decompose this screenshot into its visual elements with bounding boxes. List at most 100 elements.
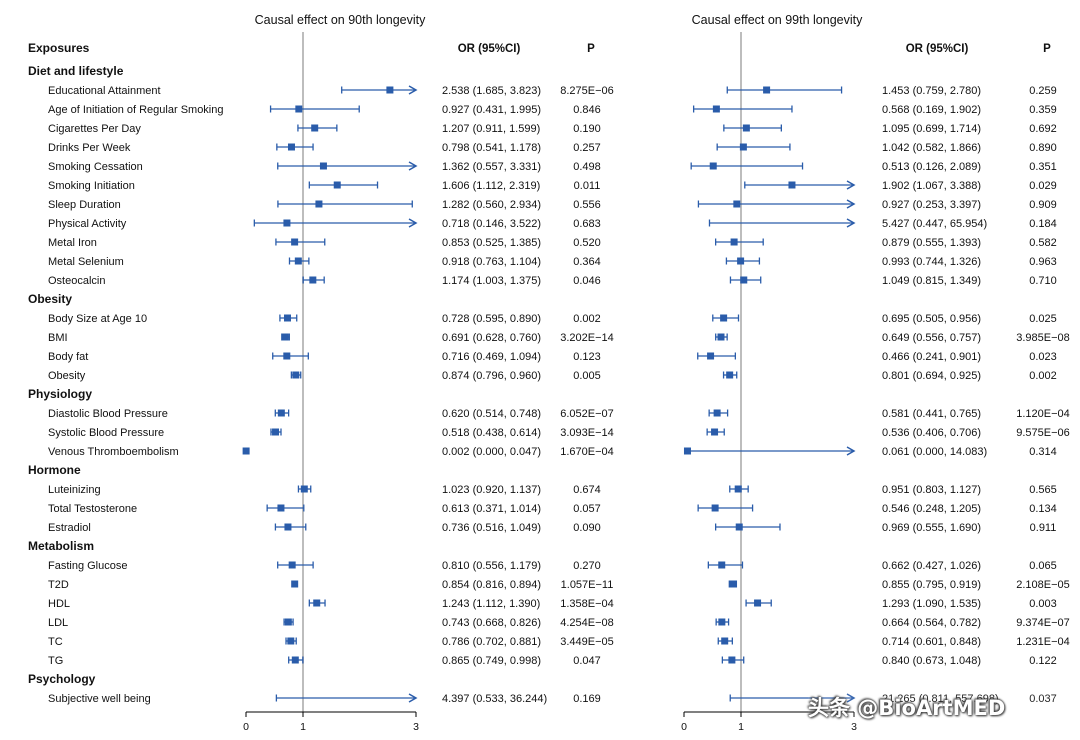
p-value: 9.575E−06 bbox=[1016, 427, 1070, 439]
p-value: 0.090 bbox=[573, 522, 601, 534]
or-ci-value: 0.718 (0.146, 3.522) bbox=[442, 218, 541, 230]
or-point bbox=[283, 352, 291, 360]
p-value: 0.002 bbox=[1029, 370, 1057, 382]
or-point bbox=[683, 447, 691, 455]
or-ci-value: 0.546 (0.248, 1.205) bbox=[882, 503, 981, 515]
or-point bbox=[313, 599, 321, 607]
or-ci-value: 1.042 (0.582, 1.866) bbox=[882, 142, 981, 154]
p-value: 0.259 bbox=[1029, 85, 1057, 97]
or-ci-value: 0.536 (0.406, 0.706) bbox=[882, 427, 981, 439]
p-value: 0.351 bbox=[1029, 161, 1057, 173]
p-value: 8.275E−06 bbox=[560, 85, 614, 97]
or-ci-value: 1.095 (0.699, 1.714) bbox=[882, 123, 981, 135]
or-ci-value: 5.427 (0.447, 65.954) bbox=[882, 218, 987, 230]
p-value: 0.710 bbox=[1029, 275, 1057, 287]
or-ci-value: 0.840 (0.673, 1.048) bbox=[882, 655, 981, 667]
or-ci-value: 0.927 (0.253, 3.397) bbox=[882, 199, 981, 211]
exposure-label: T2D bbox=[48, 579, 69, 591]
or-point bbox=[726, 371, 734, 379]
or-point bbox=[721, 637, 729, 645]
or-ci-value: 0.662 (0.427, 1.026) bbox=[882, 560, 981, 572]
p-value: 0.003 bbox=[1029, 598, 1057, 610]
or-ci-value: 0.874 (0.796, 0.960) bbox=[442, 370, 541, 382]
or-ci-value: 1.453 (0.759, 2.780) bbox=[882, 85, 981, 97]
or-point bbox=[386, 86, 394, 94]
p-value: 0.184 bbox=[1029, 218, 1057, 230]
or-point bbox=[281, 333, 289, 341]
or-point bbox=[300, 485, 308, 493]
or-point bbox=[283, 219, 291, 227]
or-ci-value: 1.293 (1.090, 1.535) bbox=[882, 598, 981, 610]
or-ci-value: 0.810 (0.556, 1.179) bbox=[442, 560, 541, 572]
or-ci-value: 0.695 (0.505, 0.956) bbox=[882, 313, 981, 325]
exposure-label: Body fat bbox=[48, 351, 88, 363]
or-ci-value: 0.736 (0.516, 1.049) bbox=[442, 522, 541, 534]
or-ci-value: 0.728 (0.595, 0.890) bbox=[442, 313, 541, 325]
or-ci-value: 0.513 (0.126, 2.089) bbox=[882, 161, 981, 173]
p-value: 0.047 bbox=[573, 655, 601, 667]
or-point bbox=[788, 181, 796, 189]
or-ci-value: 0.798 (0.541, 1.178) bbox=[442, 142, 541, 154]
ci-arrow bbox=[846, 693, 856, 703]
exposure-label: HDL bbox=[48, 598, 70, 610]
or-ci-value: 0.664 (0.564, 0.782) bbox=[882, 617, 981, 629]
p-value: 0.037 bbox=[1029, 693, 1057, 705]
p-value: 2.108E−05 bbox=[1016, 579, 1070, 591]
or-ci-value: 0.466 (0.241, 0.901) bbox=[882, 351, 981, 363]
p-value: 1.231E−04 bbox=[1016, 636, 1070, 648]
ci-arrow bbox=[408, 218, 418, 228]
p-value: 0.169 bbox=[573, 693, 601, 705]
p-value: 1.120E−04 bbox=[1016, 408, 1070, 420]
or-point bbox=[740, 276, 748, 284]
or-point bbox=[730, 238, 738, 246]
or-ci-value: 0.865 (0.749, 0.998) bbox=[442, 655, 541, 667]
exposure-label: Subjective well being bbox=[48, 693, 151, 705]
or-point bbox=[315, 200, 323, 208]
or-ci-value: 1.023 (0.920, 1.137) bbox=[442, 484, 541, 496]
or-point bbox=[711, 504, 719, 512]
or-ci-value: 1.174 (1.003, 1.375) bbox=[442, 275, 541, 287]
p-value: 0.314 bbox=[1029, 446, 1057, 458]
p-value: 9.374E−07 bbox=[1016, 617, 1070, 629]
p-value: 0.909 bbox=[1029, 199, 1057, 211]
group-label: Physiology bbox=[28, 387, 92, 401]
or-ci-value: 0.691 (0.628, 0.760) bbox=[442, 332, 541, 344]
or-point bbox=[319, 162, 327, 170]
or-point bbox=[707, 352, 715, 360]
exposure-label: Luteinizing bbox=[48, 484, 101, 496]
or-point bbox=[737, 257, 745, 265]
x-tick-label: 1 bbox=[300, 721, 306, 733]
p-value: 0.674 bbox=[573, 484, 601, 496]
ci-arrow bbox=[408, 693, 418, 703]
or-point bbox=[733, 200, 741, 208]
exposure-label: Metal Iron bbox=[48, 237, 97, 249]
or-ci-value: 4.397 (0.533, 36.244) bbox=[442, 693, 547, 705]
or-ci-value: 0.716 (0.469, 1.094) bbox=[442, 351, 541, 363]
p-value: 0.359 bbox=[1029, 104, 1057, 116]
or-point bbox=[277, 504, 285, 512]
or-point bbox=[333, 181, 341, 189]
p-value: 0.065 bbox=[1029, 560, 1057, 572]
or-ci-value: 0.714 (0.601, 0.848) bbox=[882, 636, 981, 648]
or-point bbox=[277, 409, 285, 417]
exposure-label: BMI bbox=[48, 332, 68, 344]
or-point bbox=[717, 333, 725, 341]
group-label: Metabolism bbox=[28, 539, 94, 553]
or-point bbox=[720, 314, 728, 322]
or-ci-value: 1.049 (0.815, 1.349) bbox=[882, 275, 981, 287]
or-ci-value: 0.743 (0.668, 0.826) bbox=[442, 617, 541, 629]
or-point bbox=[309, 276, 317, 284]
exposure-label: Smoking Cessation bbox=[48, 161, 143, 173]
or-ci-value: 0.927 (0.431, 1.995) bbox=[442, 104, 541, 116]
or-point bbox=[729, 580, 737, 588]
p-value: 3.985E−08 bbox=[1016, 332, 1070, 344]
p-value: 0.190 bbox=[573, 123, 601, 135]
exposures-header: Exposures bbox=[28, 41, 90, 55]
p-value: 0.846 bbox=[573, 104, 601, 116]
exposure-label: Age of Initiation of Regular Smoking bbox=[48, 104, 224, 116]
or-ci-value: 0.879 (0.555, 1.393) bbox=[882, 237, 981, 249]
p-value: 0.890 bbox=[1029, 142, 1057, 154]
or-point bbox=[712, 105, 720, 113]
x-tick-label: 3 bbox=[413, 721, 419, 733]
